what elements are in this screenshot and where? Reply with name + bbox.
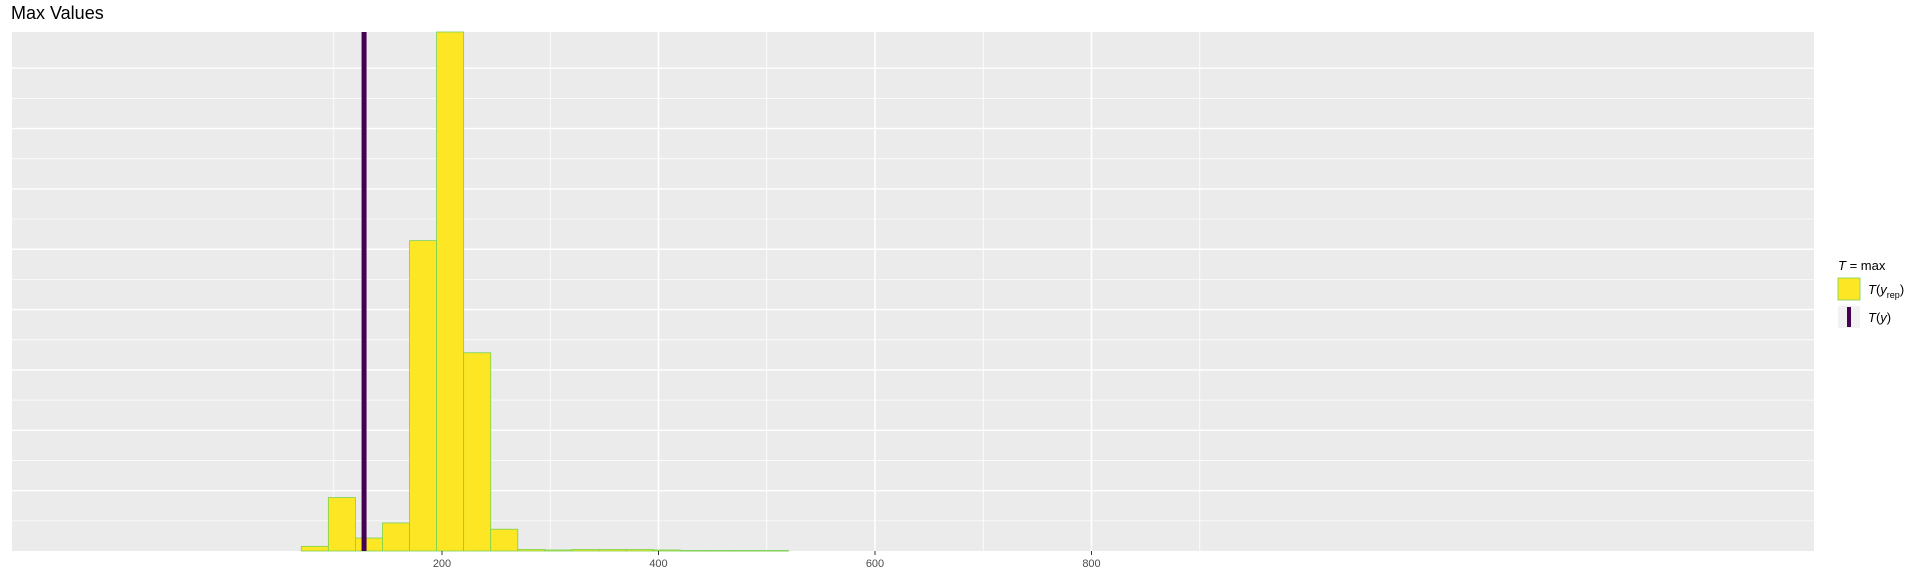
histogram-bar	[382, 522, 410, 552]
x-tick-label: 600	[866, 558, 884, 570]
chart-title: Max Values	[11, 3, 104, 23]
histogram-bars	[300, 31, 789, 552]
x-tick-label: 200	[433, 558, 451, 570]
x-tick-label: 800	[1082, 558, 1100, 570]
histogram-bar	[571, 549, 600, 552]
histogram-bar	[490, 528, 519, 552]
histogram-bar	[706, 550, 735, 552]
histogram-bar	[652, 549, 681, 552]
histogram-bar	[517, 549, 546, 552]
legend-label-yrep: T(yrep)	[1868, 282, 1904, 300]
histogram-bar	[300, 545, 329, 552]
legend-title: T = max	[1838, 258, 1886, 273]
histogram-bar	[760, 550, 789, 552]
legend-key-yrep	[1837, 277, 1861, 301]
histogram-bar	[625, 549, 654, 552]
histogram-bar	[327, 497, 356, 552]
x-axis-ticks: 200 400 600 800	[433, 551, 1101, 570]
histogram-bar	[436, 31, 465, 552]
grid-major	[12, 32, 1814, 551]
plot-panel	[12, 32, 1814, 551]
histogram-bar	[544, 549, 573, 552]
histogram-bar	[409, 240, 437, 552]
histogram-bar	[733, 550, 762, 552]
histogram-bar	[679, 550, 708, 552]
grid-minor	[12, 32, 1814, 551]
histogram-bar	[354, 537, 383, 552]
legend-label-y: T(y)	[1868, 310, 1891, 325]
histogram-bar	[463, 352, 492, 552]
x-tick-label: 400	[649, 558, 667, 570]
histogram-bar	[598, 549, 627, 552]
legend: T = max T(yrep) T(y)	[1837, 258, 1904, 328]
